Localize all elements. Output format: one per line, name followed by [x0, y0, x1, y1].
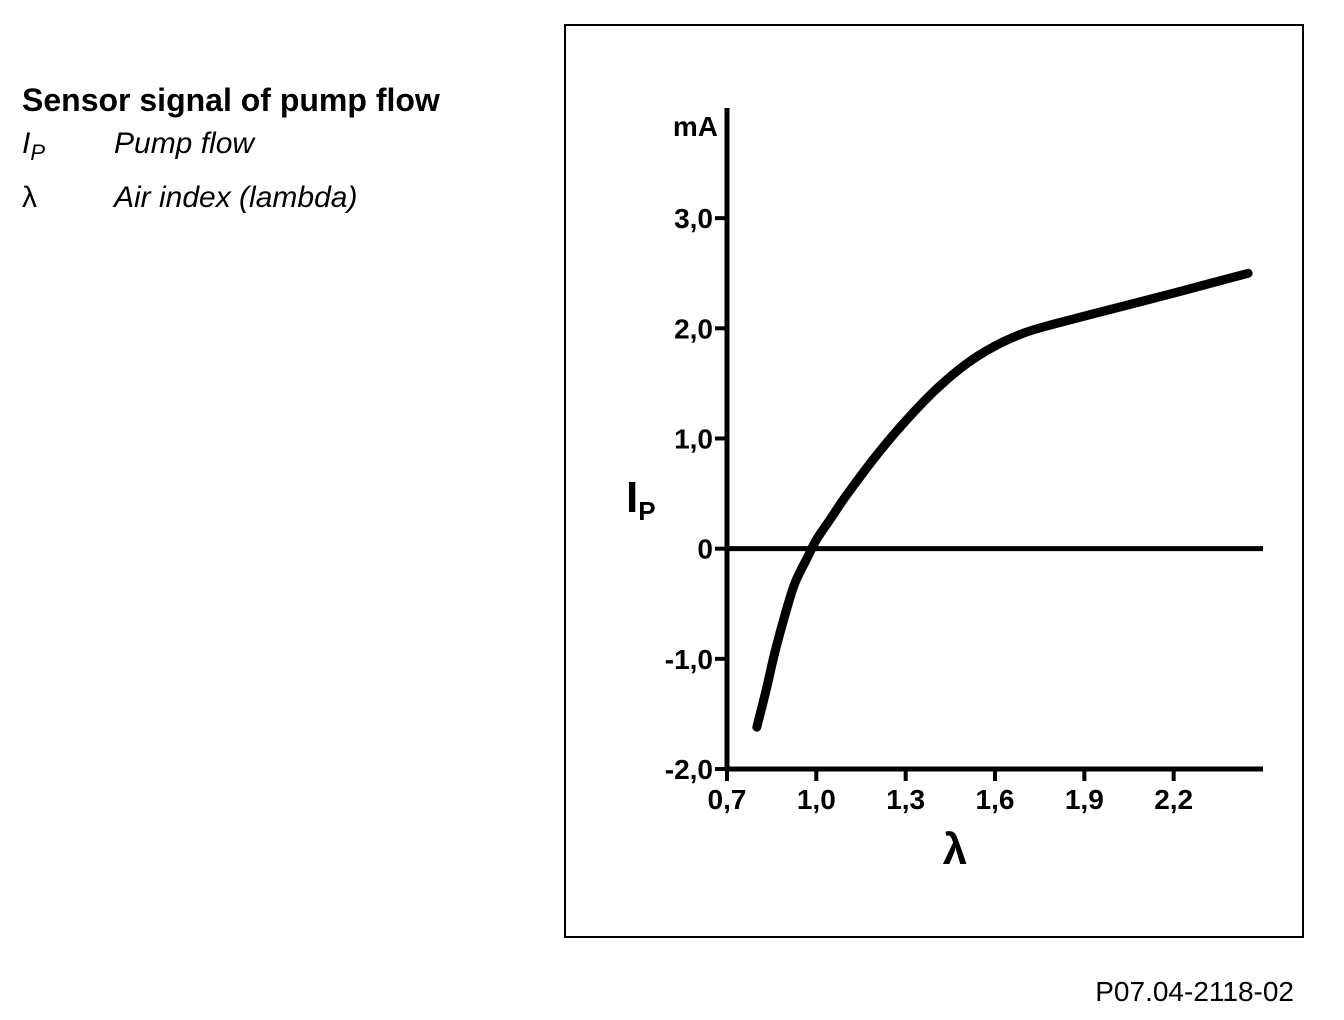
y-axis-unit: mA [673, 111, 718, 142]
y-axis-label-sub: P [638, 496, 655, 526]
x-tick-label: 0,7 [708, 784, 747, 815]
x-tick-label: 1,3 [886, 784, 925, 815]
y-axis-label: IP [626, 473, 656, 526]
figure-id: P07.04-2118-02 [1095, 976, 1294, 1007]
legend: Sensor signal of pump flow IP Pump flow … [22, 82, 440, 235]
chart-ticks: -2,0 -1,0 0 1,0 2,0 3,0 0,7 1,0 1,3 1,6 1,9 2,2 [665, 203, 1193, 815]
legend-symbol-main: I [22, 127, 31, 160]
y-tick-label: 2,0 [674, 313, 713, 344]
legend-symbol-sub: P [30, 140, 46, 165]
y-tick-label: 3,0 [674, 203, 713, 234]
chart-series [752, 268, 1253, 732]
chart-frame [564, 24, 1304, 938]
y-tick-label: 0 [697, 534, 713, 565]
y-tick-label: -1,0 [665, 644, 713, 675]
y-tick-label: -2,0 [665, 754, 713, 785]
x-tick-label: 1,0 [797, 784, 836, 815]
legend-symbol-ip: IP [22, 127, 114, 166]
y-axis-label-main: I [626, 473, 638, 522]
chart-axes [724, 108, 1263, 772]
x-axis-label: λ [943, 825, 967, 874]
x-tick-label: 2,2 [1154, 784, 1193, 815]
legend-description: Pump flow [114, 127, 255, 160]
legend-symbol-lambda: λ [22, 181, 37, 214]
x-tick-label: 1,9 [1065, 784, 1104, 815]
legend-item-pump-flow: IP Pump flow [22, 127, 440, 181]
legend-item-air-index: λ Air index (lambda) [22, 181, 440, 235]
x-tick-label: 1,6 [976, 784, 1015, 815]
pump-flow-curve [752, 268, 1253, 732]
legend-description: Air index (lambda) [114, 181, 358, 214]
y-tick-label: 1,0 [674, 424, 713, 455]
legend-title: Sensor signal of pump flow [22, 82, 440, 118]
